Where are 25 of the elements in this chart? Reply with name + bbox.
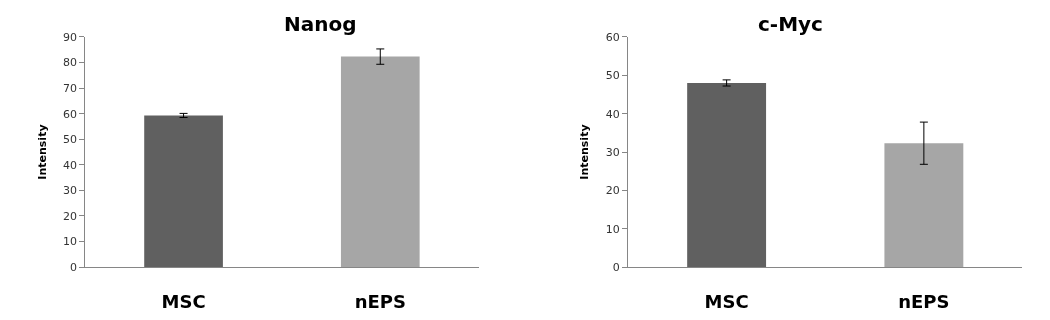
y-axis-title: Intensity: [578, 124, 592, 180]
y-tick-label: 20: [605, 184, 620, 198]
y-tick-label: 10: [605, 222, 620, 236]
y-tick-label: 40: [62, 158, 77, 172]
y-tick-label: 0: [612, 260, 620, 274]
y-tick-label: 10: [62, 235, 77, 249]
y-tick-label: 70: [62, 81, 77, 95]
chart-title: c-Myc: [758, 12, 823, 36]
x-tick-label: MSC: [704, 290, 749, 312]
y-tick-label: 90: [62, 30, 77, 44]
y-axis-title: Intensity: [35, 124, 49, 180]
y-tick-label: 20: [62, 209, 77, 223]
y-tick-label: 60: [62, 107, 77, 121]
y-tick-label: 40: [605, 107, 620, 121]
chart-title: Nanog: [284, 12, 357, 36]
x-tick-label: nEPS: [898, 290, 950, 312]
y-tick-label: 50: [62, 133, 77, 147]
y-tick-label: 80: [62, 56, 77, 70]
y-tick-label: 30: [62, 184, 77, 198]
y-tick-label: 0: [69, 260, 77, 274]
x-tick-label: nEPS: [354, 290, 406, 312]
x-tick-label: MSC: [161, 290, 206, 312]
y-tick-label: 50: [605, 69, 620, 83]
y-tick-label: 30: [605, 145, 620, 159]
y-tick-label: 60: [605, 30, 620, 44]
